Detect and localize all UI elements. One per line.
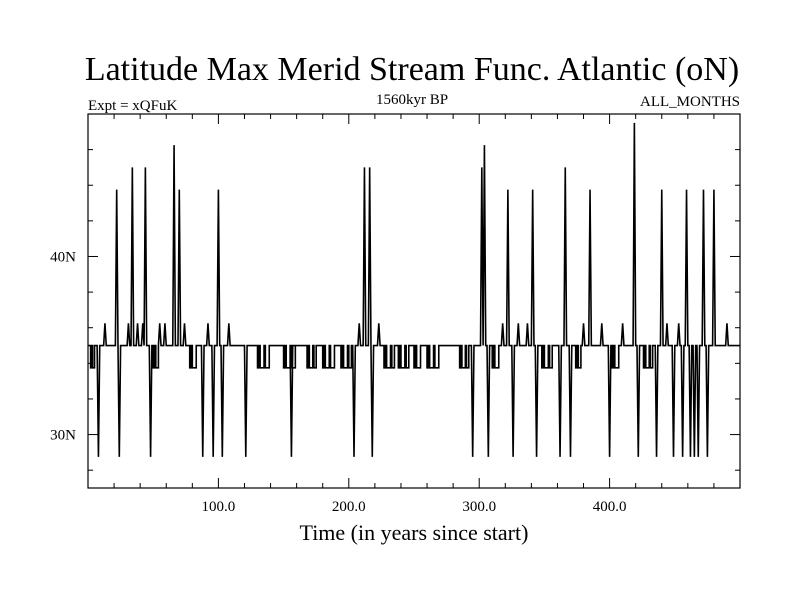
x-tick-label: 200.0 xyxy=(332,499,366,515)
x-axis-label: Time (in years since start) xyxy=(300,520,529,545)
months-label: ALL_MONTHS xyxy=(640,94,740,110)
period-label: 1560kyr BP xyxy=(376,92,448,108)
y-tick-label: 40N xyxy=(50,249,76,265)
experiment-label: Expt = xQFuK xyxy=(88,98,177,114)
plot-frame xyxy=(87,113,741,489)
x-tick-label: 100.0 xyxy=(202,499,236,515)
y-tick-label: 30N xyxy=(50,428,76,444)
tick-labels-group: 100.0 200.0 300.0 400.0 30N 40N xyxy=(50,249,626,515)
series-line xyxy=(88,122,740,457)
ticks-group xyxy=(88,114,740,488)
chart-title: Latitude Max Merid Stream Func. Atlantic… xyxy=(85,51,739,88)
x-tick-label: 400.0 xyxy=(593,499,627,515)
x-tick-label: 300.0 xyxy=(462,499,496,515)
